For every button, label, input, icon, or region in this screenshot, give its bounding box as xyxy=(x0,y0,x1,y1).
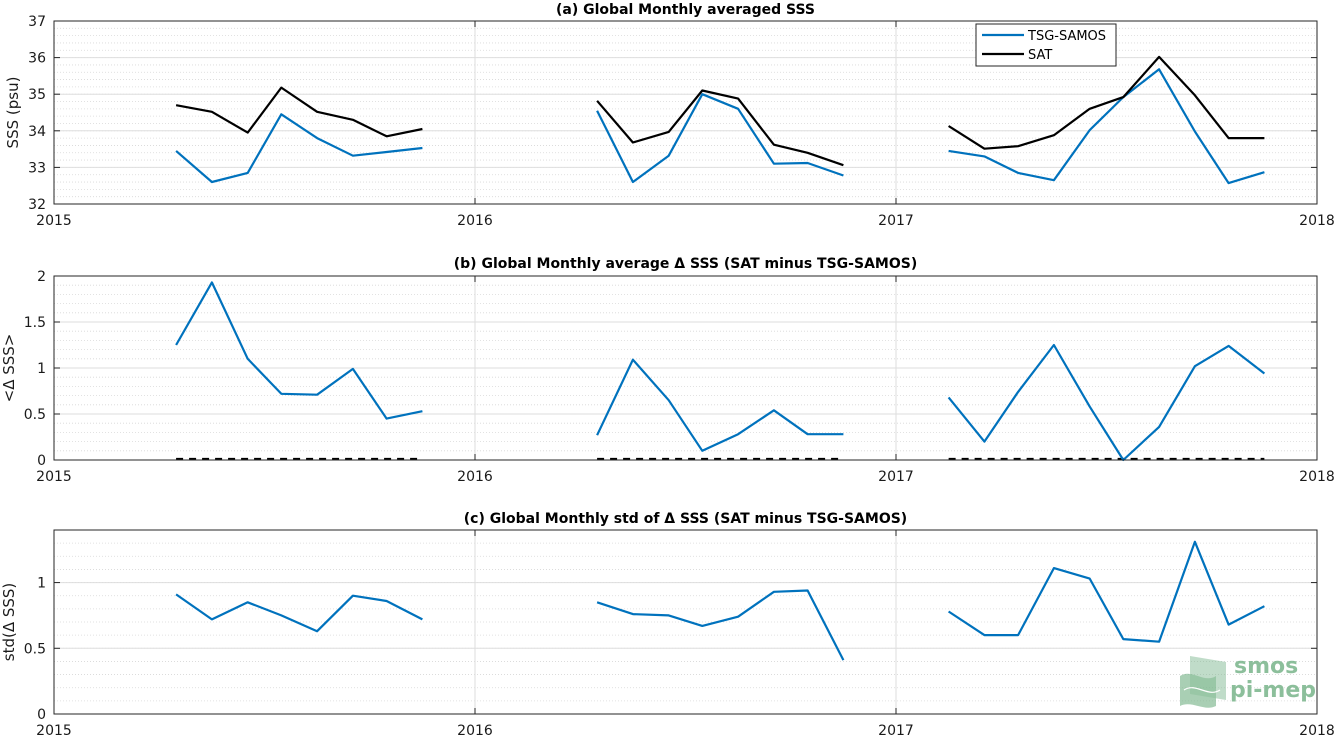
series-line-delta-segment-1 xyxy=(175,281,423,420)
y-tick-label: 32 xyxy=(28,197,46,213)
legend: TSG-SAMOS SAT xyxy=(975,23,1117,67)
y-tick-label: 36 xyxy=(28,51,46,67)
series-line-tsg-samos-segment-1 xyxy=(175,113,423,184)
y-axis-label: <Δ SSS> xyxy=(0,334,18,403)
logo-text: smos xyxy=(1234,654,1298,679)
x-tick-label: 2016 xyxy=(457,213,493,229)
logo-wave-icon xyxy=(1183,687,1221,693)
x-tick-label: 2016 xyxy=(457,469,493,485)
x-tick-label: 2015 xyxy=(36,213,72,229)
x-tick-label: 2015 xyxy=(36,723,72,736)
y-tick-label: 33 xyxy=(28,160,46,176)
panel-3: 2015 2016 2017 2018 0 0.5 1 (c) Global Monthly … xyxy=(0,511,1335,736)
x-tick-label: 2018 xyxy=(1299,213,1335,229)
chart-title: (c) Global Monthly std of Δ SSS (SAT min… xyxy=(464,511,907,527)
panel-2: 2015 2016 2017 2018 0 0.5 1 1.5 2 (b) Global Mont… xyxy=(0,256,1335,485)
panel-1: 2015 2016 2017 2018 32 33 34 35 36 37 (a) Global M… xyxy=(4,2,1335,229)
y-tick-label: 0 xyxy=(37,707,46,723)
y-tick-label: 34 xyxy=(28,124,46,140)
y-tick-label: 35 xyxy=(28,87,46,103)
series-line-delta-segment-2 xyxy=(596,358,844,452)
y-tick-label: 1 xyxy=(37,361,46,377)
axes-box xyxy=(53,529,1318,715)
legend-label: SAT xyxy=(1028,48,1052,63)
series-line-sat-segment-3 xyxy=(948,55,1265,150)
chart-title: (a) Global Monthly averaged SSS xyxy=(556,2,815,18)
x-tick-label: 2015 xyxy=(36,469,72,485)
y-tick-label: 1.5 xyxy=(24,315,46,331)
x-tick-label: 2016 xyxy=(457,723,493,736)
legend-label: TSG-SAMOS xyxy=(1027,29,1106,44)
legend-box xyxy=(975,23,1117,67)
series-line-delta-segment-3 xyxy=(947,343,1266,462)
y-tick-label: 0.5 xyxy=(24,407,46,423)
chart-title: (b) Global Monthly average Δ SSS (SAT mi… xyxy=(454,256,917,272)
series-line-tsg-samos-segment-3 xyxy=(948,68,1265,185)
series-line-sat-segment-2 xyxy=(596,89,844,167)
series-line-delta-segment-1 xyxy=(175,593,423,633)
y-axis-label: std(Δ SSS) xyxy=(0,583,18,662)
series-line-delta-segment-2 xyxy=(596,589,845,661)
y-tick-label: 0.5 xyxy=(24,641,46,657)
y-tick-label: 2 xyxy=(37,269,46,285)
series-line-tsg-samos-segment-2 xyxy=(596,93,844,184)
x-tick-label: 2017 xyxy=(878,723,914,736)
y-tick-label: 37 xyxy=(28,14,46,30)
series-line-sat-segment-1 xyxy=(175,86,423,138)
axes-box xyxy=(53,20,1318,205)
x-tick-label: 2018 xyxy=(1299,723,1335,736)
logo-text: pi-mep xyxy=(1230,678,1316,703)
y-axis-label: SSS (psu) xyxy=(4,77,22,149)
x-tick-label: 2018 xyxy=(1299,469,1335,485)
logo-wave-icon xyxy=(1180,673,1216,708)
y-tick-label: 1 xyxy=(37,576,46,592)
x-tick-label: 2017 xyxy=(878,469,914,485)
y-tick-label: 0 xyxy=(37,453,46,469)
x-tick-label: 2017 xyxy=(878,213,914,229)
series-line-delta-segment-3 xyxy=(947,540,1265,643)
